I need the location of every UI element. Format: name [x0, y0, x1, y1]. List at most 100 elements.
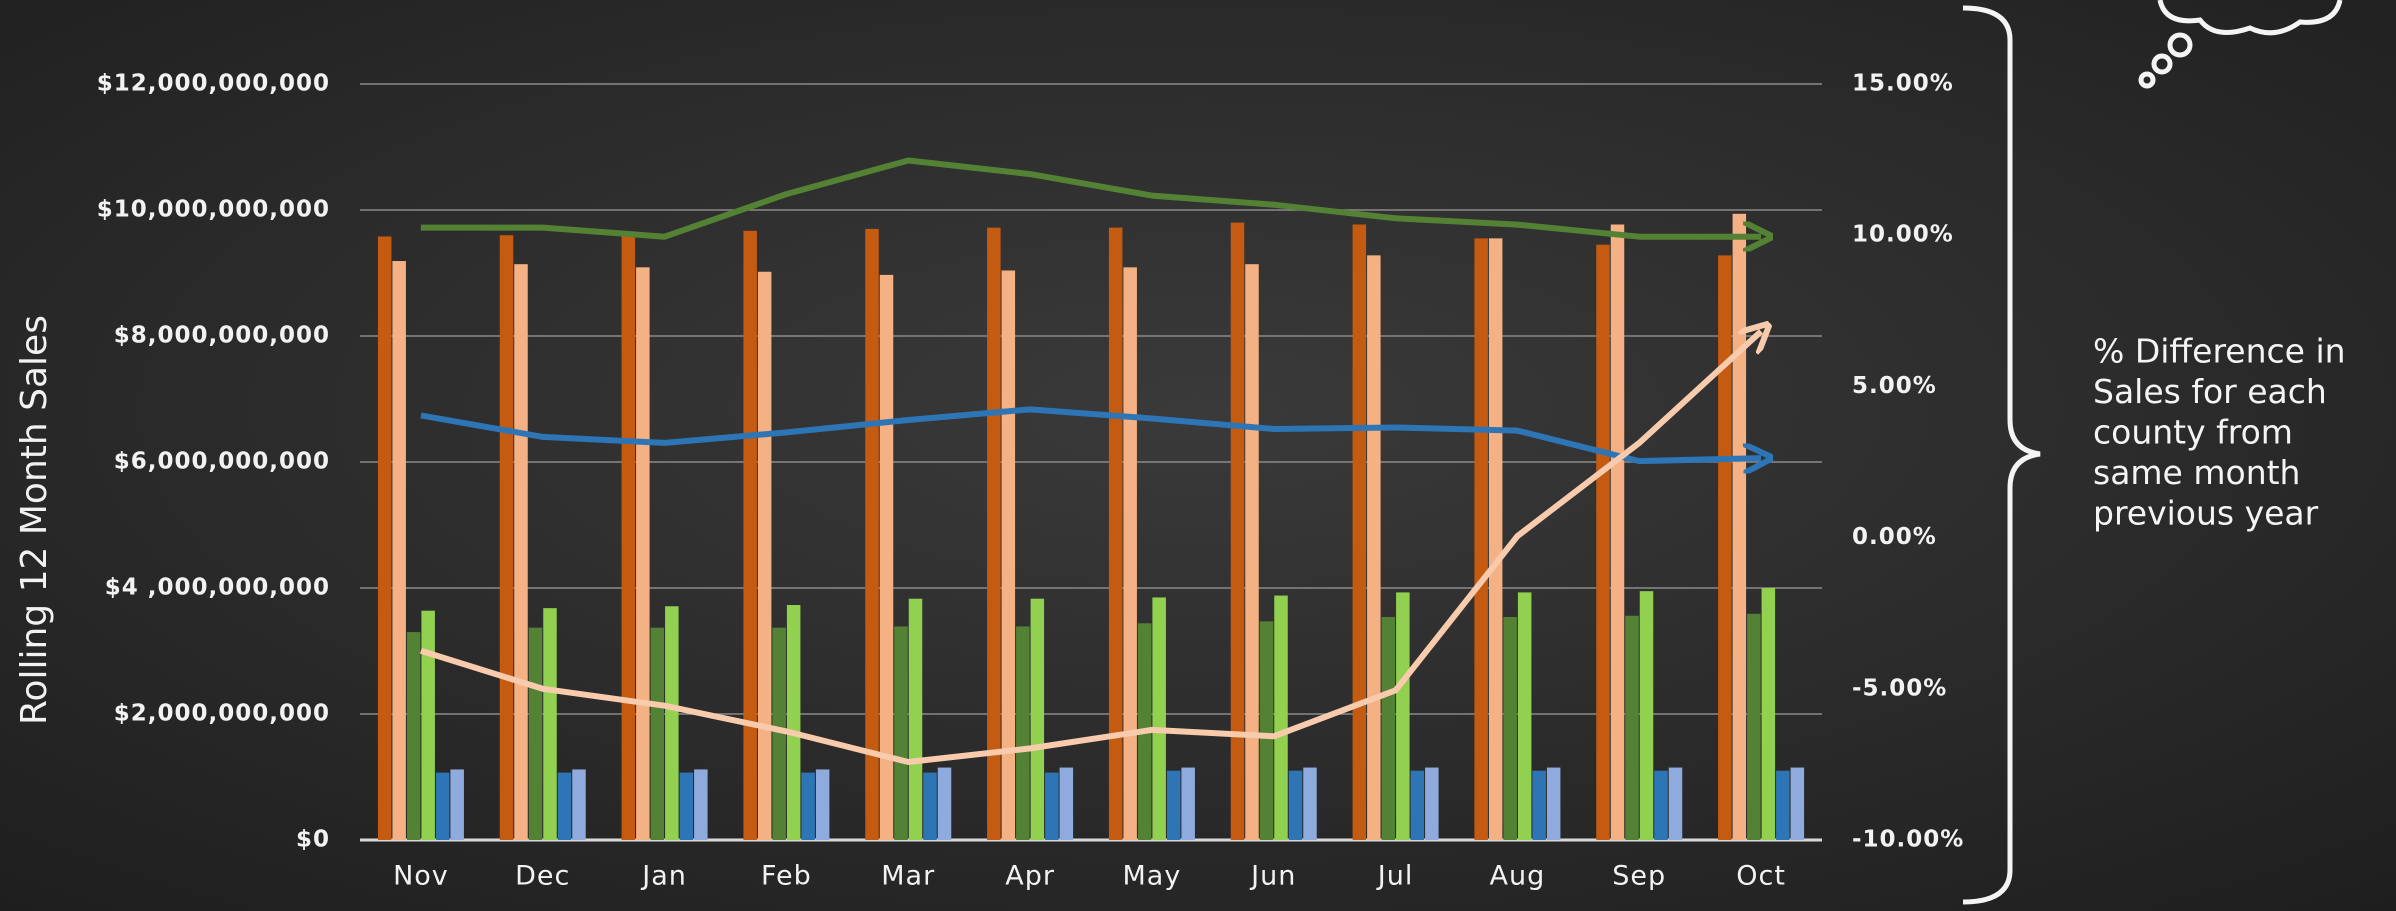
bar	[1396, 592, 1410, 840]
bar	[1747, 614, 1761, 840]
bar	[1654, 771, 1668, 840]
bar	[651, 628, 665, 840]
bar	[1669, 768, 1683, 840]
bar	[1245, 264, 1259, 840]
bar	[1045, 773, 1059, 840]
bar	[543, 608, 557, 840]
bar	[1425, 768, 1439, 840]
bar	[1611, 224, 1625, 840]
x-tick-label: Aug	[1490, 861, 1546, 892]
bar	[1303, 768, 1317, 840]
bar	[1382, 617, 1396, 840]
x-tick-label: Mar	[881, 861, 935, 892]
bar	[500, 235, 514, 840]
y2-tick-label: 10.00%	[1852, 222, 1954, 248]
annotation: same month	[2093, 453, 2300, 492]
bar	[1123, 267, 1137, 840]
bar	[1503, 617, 1517, 840]
bar	[1167, 771, 1181, 840]
bar	[1776, 771, 1790, 840]
bar	[1152, 597, 1166, 840]
bar	[938, 768, 952, 840]
chart: Rolling 12 Month Sales $0 $2,000,000,000 $…	[0, 0, 2396, 911]
x-tick-label: Jul	[1376, 861, 1414, 892]
bar	[436, 773, 450, 840]
bar	[1762, 588, 1776, 840]
y-tick-label: $4 ,000,000,000	[105, 575, 330, 601]
y-tick-label: $12,000,000,000	[97, 71, 330, 97]
bar	[1060, 768, 1074, 840]
bar	[1353, 224, 1367, 840]
bar	[450, 769, 464, 840]
bar	[1260, 621, 1274, 840]
bar	[665, 606, 679, 840]
bar	[378, 236, 392, 840]
y-tick-label: $2,000,000,000	[114, 701, 330, 727]
bar	[514, 264, 528, 840]
bar	[894, 626, 908, 840]
bar	[1109, 228, 1123, 840]
y2-tick-label: -5.00%	[1852, 675, 1947, 701]
bar	[1518, 592, 1532, 840]
bar	[1532, 771, 1546, 840]
bar	[558, 773, 572, 840]
annotation: Sales for each	[2093, 372, 2327, 411]
bar	[1791, 768, 1805, 840]
bar	[743, 231, 757, 840]
bar	[987, 228, 1001, 840]
bar	[1031, 599, 1045, 840]
y2-tick-label: -10.00%	[1852, 827, 1964, 853]
bar	[787, 605, 801, 840]
bar	[392, 261, 406, 840]
annotation: previous year	[2093, 494, 2319, 533]
bar	[572, 769, 586, 840]
bar	[923, 773, 937, 840]
bar	[421, 611, 435, 840]
x-tick-label: Oct	[1736, 861, 1786, 892]
bar	[1231, 223, 1245, 840]
y-tick-label: $8,000,000,000	[114, 323, 330, 349]
bar	[1733, 214, 1747, 840]
bar	[1002, 270, 1016, 840]
x-tick-label: Jan	[640, 861, 687, 892]
annotation: county from	[2093, 413, 2293, 452]
x-tick-label: Jun	[1249, 861, 1296, 892]
x-tick-label: Feb	[761, 861, 812, 892]
bar	[1016, 626, 1029, 840]
bar	[680, 773, 694, 840]
bar	[801, 773, 815, 840]
bar	[1474, 238, 1488, 840]
x-tick-label: May	[1123, 861, 1182, 892]
y2-tick-label: 5.00%	[1852, 373, 1937, 399]
bar	[909, 599, 923, 840]
bar	[529, 628, 543, 840]
bar	[1367, 255, 1381, 840]
bar	[1489, 238, 1503, 840]
bar	[407, 632, 421, 840]
bar	[758, 272, 772, 840]
y2-tick-label: 0.00%	[1852, 524, 1937, 550]
bar	[865, 229, 879, 840]
bar	[636, 267, 650, 840]
bar	[816, 769, 830, 840]
bar	[1640, 591, 1654, 840]
x-tick-label: Nov	[393, 861, 449, 892]
bar	[694, 769, 708, 840]
y-tick-label: $6,000,000,000	[114, 449, 330, 475]
y-tick-label: $0	[296, 827, 330, 853]
bar	[1625, 616, 1639, 840]
bar	[1274, 596, 1288, 840]
bar	[1718, 255, 1732, 840]
bar	[1411, 771, 1425, 840]
x-tick-label: Apr	[1005, 861, 1055, 892]
bar	[1547, 768, 1561, 840]
y-axis-title: Rolling 12 Month Sales	[14, 315, 55, 725]
bar	[1596, 245, 1610, 840]
x-tick-label: Dec	[515, 861, 570, 892]
bar	[622, 236, 636, 840]
annotation: % Difference in	[2093, 332, 2346, 371]
y2-tick-label: 15.00%	[1852, 71, 1954, 97]
y-tick-label: $10,000,000,000	[97, 197, 330, 223]
bar	[1181, 768, 1195, 840]
x-tick-label: Sep	[1612, 861, 1666, 892]
